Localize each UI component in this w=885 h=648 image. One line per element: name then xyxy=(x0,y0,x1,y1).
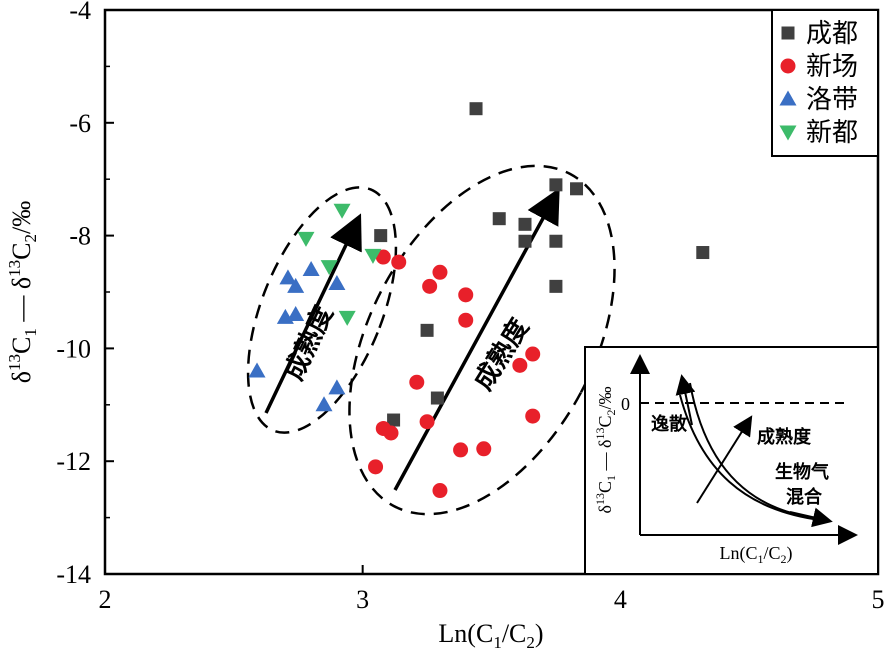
inset-maturity-arrow xyxy=(696,415,753,504)
data-point-circle xyxy=(383,425,399,441)
data-point-triangle-down xyxy=(333,203,351,219)
data-point-circle xyxy=(525,408,541,424)
x-axis-title: Ln(C1/C2) xyxy=(438,619,543,648)
tick-labels: 2 3 4 5 -4 -6 -8 -10 -12 -14 xyxy=(56,0,884,614)
legend-label: 新场 xyxy=(806,52,858,82)
inset-mixing-curve xyxy=(679,394,821,521)
data-point-square xyxy=(570,182,584,196)
data-point-square xyxy=(387,413,401,427)
ellipse-left xyxy=(246,186,398,434)
inset-diffusion-curve xyxy=(689,382,811,518)
data-point-circle xyxy=(432,264,448,280)
inset-zero-label: 0 xyxy=(621,394,630,414)
y-tick-label: -14 xyxy=(56,560,91,589)
data-point-circle xyxy=(375,249,391,265)
y-tick-label: -10 xyxy=(56,334,91,363)
data-point-square xyxy=(518,234,532,248)
x-tick-label: 4 xyxy=(614,585,627,614)
maturity-arrow-left xyxy=(264,213,362,414)
data-point-circle xyxy=(409,374,425,390)
y-tick-label: -6 xyxy=(69,109,91,138)
data-point-square xyxy=(374,229,388,243)
legend-marker-square xyxy=(781,26,795,40)
data-point-circle xyxy=(458,287,474,303)
data-point-circle xyxy=(422,278,438,294)
data-point-circle xyxy=(419,414,435,430)
data-point-triangle-up xyxy=(279,269,297,285)
data-point-triangle-down xyxy=(338,310,356,326)
data-point-square xyxy=(549,279,563,293)
y-tick-label: -8 xyxy=(69,222,91,251)
data-point-circle xyxy=(458,312,474,328)
data-point-square xyxy=(430,391,444,405)
inset-x-title: Ln(C1/C2) xyxy=(719,543,792,566)
data-point-circle xyxy=(512,357,528,373)
data-point-square xyxy=(492,212,506,226)
data-point-triangle-up xyxy=(287,277,305,293)
data-point-triangle-up xyxy=(328,379,346,395)
data-point-square xyxy=(420,323,434,337)
y-tick-label: -12 xyxy=(56,447,91,476)
data-point-square xyxy=(469,102,483,116)
legend-marker-circle xyxy=(780,58,796,74)
legend-label: 新都 xyxy=(806,118,858,148)
data-point-triangle-up xyxy=(287,306,305,322)
legend-marker-triangle-down xyxy=(779,125,797,141)
data-point-circle xyxy=(525,346,541,362)
y-axis-title: δ13C1 — δ13C2/‰ xyxy=(5,201,40,383)
data-point-circle xyxy=(391,254,407,270)
inset-label-diffusion: 逸散 xyxy=(651,413,688,435)
y-tick-label: -4 xyxy=(69,0,91,25)
inset-diffusion-arrow xyxy=(675,374,696,426)
data-point-circle xyxy=(476,441,492,457)
inset-box xyxy=(584,346,879,575)
x-tick-label: 5 xyxy=(872,585,885,614)
data-point-triangle-up xyxy=(328,275,346,291)
data-point-triangle-up xyxy=(315,396,333,412)
inset-label-biogas: 生物气 xyxy=(775,461,829,483)
x-tick-label: 3 xyxy=(356,585,369,614)
data-point-triangle-up xyxy=(302,260,320,276)
ellipse-right xyxy=(348,164,616,516)
inset-biogas-arrow xyxy=(789,507,833,528)
legend-label: 洛带 xyxy=(806,85,858,115)
data-point-circle xyxy=(453,442,469,458)
data-point-circle xyxy=(432,483,448,499)
data-point-square xyxy=(549,178,563,192)
maturity-arrow-right xyxy=(393,187,560,491)
data-point-circle xyxy=(368,459,384,475)
data-points xyxy=(248,102,710,499)
data-point-square xyxy=(696,246,710,260)
data-point-square xyxy=(549,234,563,248)
data-point-triangle-down xyxy=(297,231,315,247)
legend-label: 成都 xyxy=(806,19,858,49)
data-point-square xyxy=(518,217,532,231)
legend-marker-triangle-up xyxy=(779,90,797,106)
maturity-label-right: 成熟度 xyxy=(468,313,536,396)
inset: 0 逸散 成熟度 生物气 混合 Ln(C1/C2) δ13C1 — δ13C2/… xyxy=(584,346,879,575)
x-tick-label: 2 xyxy=(99,585,112,614)
inset-label-mixing: 混合 xyxy=(786,486,823,508)
data-point-triangle-down xyxy=(320,260,338,276)
inset-y-title: δ13C1 — δ13C2/‰ xyxy=(593,386,618,513)
data-point-triangle-up xyxy=(248,362,266,378)
data-point-triangle-down xyxy=(364,248,382,264)
inset-label-maturity: 成熟度 xyxy=(757,426,812,448)
